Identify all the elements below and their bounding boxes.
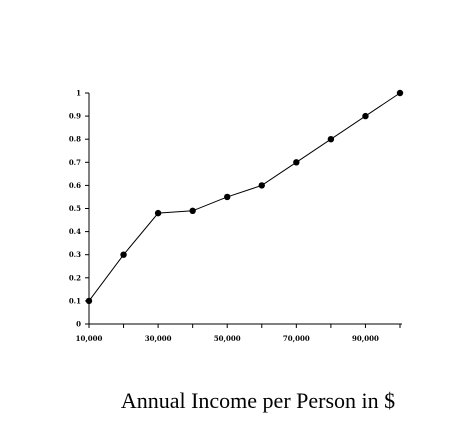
data-point (224, 193, 231, 201)
y-tick-label: 0.7 (69, 158, 81, 167)
axes (88, 93, 402, 325)
data-markers (85, 89, 404, 305)
y-tick-label: 0.3 (69, 250, 81, 259)
x-ticks: 10,000 30,000 50,000 70,000 90,000 (76, 324, 401, 343)
x-tick-label: 50,000 (214, 334, 241, 343)
data-point (154, 209, 162, 217)
x-tick-label: 90,000 (352, 334, 379, 343)
data-point (396, 89, 404, 97)
data-point (258, 182, 265, 189)
y-tick-label: 1 (76, 89, 81, 98)
data-point (362, 112, 369, 120)
y-ticks: 0 0.1 0.2 0.3 0.4 0.5 0.6 0.7 0.8 0.9 1 (69, 89, 89, 329)
x-tick-label: 10,000 (76, 334, 103, 343)
y-tick-label: 0.5 (69, 204, 81, 213)
data-point (120, 251, 127, 258)
data-point (327, 136, 335, 143)
y-tick-label: 0.6 (69, 181, 81, 190)
y-tick-label: 0.4 (69, 227, 81, 236)
y-tick-label: 0.1 (69, 296, 81, 305)
x-axis-label: Annual Income per Person in $ (121, 388, 395, 413)
x-tick-label: 30,000 (145, 334, 172, 343)
data-point (85, 297, 93, 305)
y-tick-label: 0.8 (69, 135, 81, 144)
series-line (88, 92, 401, 302)
x-tick-label: 70,000 (283, 334, 310, 343)
y-tick-label: 0 (76, 320, 81, 329)
y-tick-label: 0.9 (69, 112, 81, 121)
data-point (189, 207, 196, 215)
data-point (293, 159, 300, 166)
y-tick-label: 0.2 (69, 273, 81, 282)
